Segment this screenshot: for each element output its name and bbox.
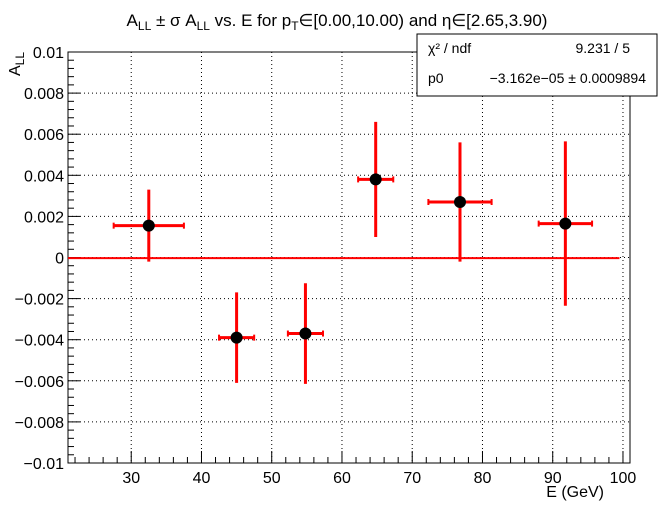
stats-box: χ² / ndf 9.231 / 5 p0 −3.162e−05 ± 0.000… <box>416 33 658 97</box>
title-subscript: T <box>291 19 299 33</box>
y-tick-label: −0.002 <box>15 292 64 309</box>
y-tick-label: 0.004 <box>24 168 64 185</box>
x-tick-label: 30 <box>122 470 140 487</box>
point-marker <box>142 219 155 232</box>
y-tick-label: −0.01 <box>24 456 65 473</box>
data-point <box>357 121 395 237</box>
y-tick-label: −0.006 <box>15 374 64 391</box>
chart-title: ALL ± σ ALL vs. E for pT∈[0.00,10.00) an… <box>127 11 548 33</box>
point-marker <box>230 331 243 344</box>
x-tick-label: 40 <box>193 470 211 487</box>
y-axis-title: ALL <box>7 52 27 76</box>
title-segment: A <box>127 11 139 30</box>
x-tick-label: 60 <box>333 470 351 487</box>
axis-ticks: 30 40 50 60 70 80 90 100 0.01 0.008 0.006 0.004 0.00… <box>15 45 637 487</box>
x-tick-label: 70 <box>403 470 421 487</box>
y-tick-label: −0.008 <box>15 415 64 432</box>
title-subscript: LL <box>138 19 152 33</box>
y-tick-label: −0.004 <box>15 333 64 350</box>
y-tick-label: 0.002 <box>24 209 64 226</box>
title-segment: vs. E for p <box>210 11 291 30</box>
stats-box-frame <box>416 33 658 97</box>
p0-label: p0 <box>428 70 444 86</box>
chi2-label: χ² / ndf <box>428 40 471 56</box>
data-points <box>112 121 594 384</box>
y-tick-label: 0.01 <box>33 45 64 62</box>
x-axis-title: E (GeV) <box>546 484 604 501</box>
data-point <box>112 189 185 262</box>
y-axis-title-main: A <box>7 65 24 76</box>
point-marker <box>559 217 572 230</box>
data-point <box>218 292 256 383</box>
x-tick-label: 50 <box>263 470 281 487</box>
chi2-value: 9.231 / 5 <box>576 40 631 56</box>
point-marker <box>369 173 382 186</box>
x-tick-label: 80 <box>474 470 492 487</box>
y-axis-title-subscript: LL <box>13 52 27 66</box>
x-tick-label: 90 <box>544 470 562 487</box>
y-tick-label: 0.008 <box>24 86 64 103</box>
y-tick-label: 0 <box>55 251 64 268</box>
point-marker <box>299 327 312 340</box>
y-tick-label: 0.006 <box>24 127 64 144</box>
data-point <box>537 141 594 306</box>
title-segment: ∈[0.00,10.00) and η∈[2.65,3.90) <box>299 11 548 30</box>
x-tick-label: 100 <box>610 470 637 487</box>
data-point <box>427 142 493 262</box>
point-marker <box>453 196 466 209</box>
p0-value: −3.162e−05 ± 0.0009894 <box>490 70 647 86</box>
title-subscript: LL <box>197 19 211 33</box>
title-segment: ± σ A <box>151 11 197 30</box>
data-point <box>286 283 325 384</box>
